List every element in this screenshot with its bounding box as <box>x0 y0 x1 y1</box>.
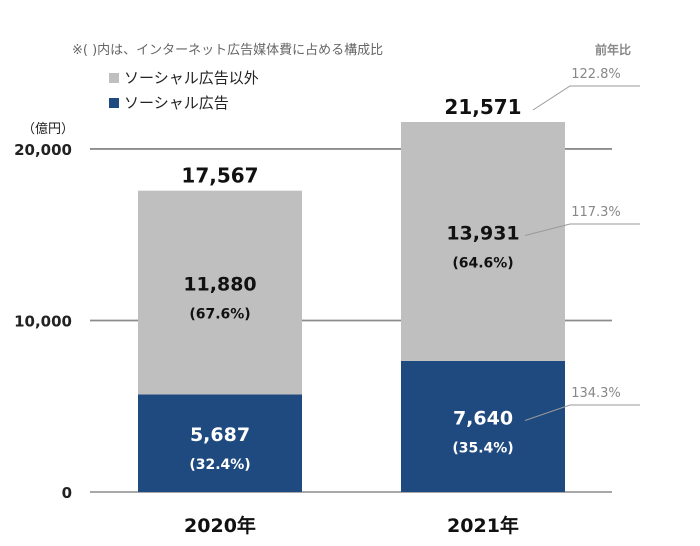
data-label-value: 7,640 <box>453 407 513 429</box>
data-label-value: 11,880 <box>183 274 256 296</box>
yoy-title: 前年比 <box>595 42 631 57</box>
y-axis-ticks: 0 10,000 20,000 <box>14 141 72 502</box>
yoy-leader-line <box>524 404 640 421</box>
bar-segment-social <box>138 394 302 492</box>
x-tick-label: 2020年 <box>184 514 256 537</box>
yoy-annotations: 122.8% 117.3% 134.3% <box>524 67 640 421</box>
x-axis-ticks: 2020年 2021年 <box>184 514 519 537</box>
y-tick-label: 0 <box>62 484 72 502</box>
y-axis-unit: （億円） <box>22 121 74 137</box>
data-label-value: 5,687 <box>190 424 250 446</box>
yoy-label: 134.3% <box>571 386 621 401</box>
legend-label-other: ソーシャル広告以外 <box>124 69 259 87</box>
yoy-label: 122.8% <box>571 67 621 82</box>
yoy-leader-line <box>524 223 640 236</box>
chart-note: ※( )内は、インターネット広告媒体費に占める構成比 <box>72 42 383 58</box>
legend-swatch-social <box>109 98 119 108</box>
x-tick-label: 2021年 <box>447 514 519 537</box>
data-label-share: (32.4%) <box>189 457 250 473</box>
yoy-label: 117.3% <box>571 205 621 220</box>
data-label-value: 13,931 <box>446 222 519 244</box>
legend: ソーシャル広告以外 ソーシャル広告 <box>109 69 259 112</box>
data-label-share: (67.6%) <box>189 307 250 323</box>
total-label: 21,571 <box>444 95 521 119</box>
bar-segment-other <box>138 190 302 395</box>
bar-segment-social <box>401 360 565 492</box>
y-tick-label: 20,000 <box>14 141 72 159</box>
bar-segment-other <box>401 122 565 361</box>
y-tick-label: 10,000 <box>14 312 72 330</box>
total-label: 17,567 <box>181 164 258 188</box>
data-label-share: (35.4%) <box>452 440 513 456</box>
legend-swatch-other <box>109 73 119 83</box>
yoy-leader-line <box>532 85 640 111</box>
legend-label-social: ソーシャル広告 <box>124 94 229 112</box>
data-label-share: (64.6%) <box>452 255 513 271</box>
bars: 5,687 (32.4%) 11,880 (67.6%) 17,567 7,640 (35.… <box>138 95 565 492</box>
